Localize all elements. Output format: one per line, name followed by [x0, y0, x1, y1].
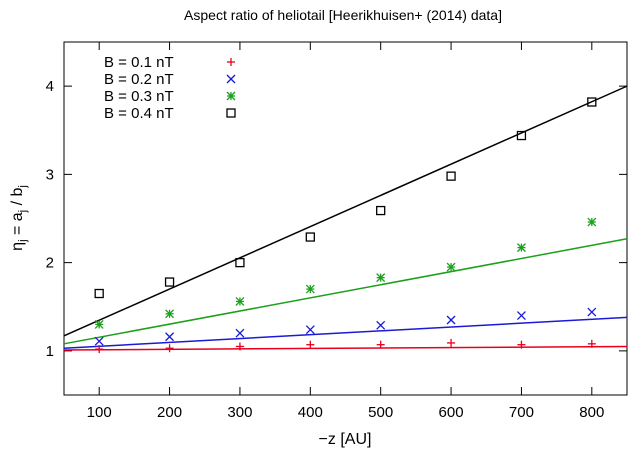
data-point-series-1: [447, 338, 456, 347]
data-point-series-1: [587, 339, 596, 348]
x-tick-label: 100: [87, 404, 112, 421]
data-point-series-3: [94, 319, 104, 329]
data-point-series-3: [516, 243, 526, 253]
data-point-series-4: [235, 257, 245, 268]
data-point-series-2: [165, 332, 175, 342]
data-point-series-4: [516, 130, 527, 141]
legend-label: B = 0.3 nT: [104, 88, 174, 105]
data-point-series-1: [306, 340, 315, 349]
data-point-series-3: [446, 262, 456, 272]
legend-label: B = 0.1 nT: [104, 54, 174, 71]
data-point-series-1: [517, 340, 526, 349]
legend-label: B = 0.4 nT: [104, 105, 174, 122]
y-label-mid: = a: [9, 212, 26, 239]
data-point-series-2: [94, 336, 104, 346]
y-label-sub-2: j: [17, 210, 29, 213]
data-point-series-2: [446, 315, 456, 325]
chart-title: Aspect ratio of heliotail [Heerikhuisen+…: [184, 7, 502, 23]
data-point-series-4: [587, 97, 597, 107]
y-label-sub-3: j: [17, 185, 29, 188]
fit-line-series-1: [63, 345, 628, 351]
plot-frame: [63, 41, 628, 396]
y-label-eta: η: [9, 242, 26, 251]
x-tick-label: 800: [579, 404, 604, 421]
x-tick-label: 300: [227, 404, 252, 421]
fit-line-series-4: [63, 85, 628, 337]
data-point-series-2: [305, 325, 315, 335]
y-label-tail: / b: [9, 188, 26, 210]
fit-line-series-2: [63, 316, 628, 349]
data-points: [94, 97, 597, 354]
data-point-series-1: [376, 340, 385, 349]
data-point-series-1: [235, 342, 244, 351]
x-axis-label: −z [AU]: [319, 431, 372, 448]
x-tick-label: 200: [157, 404, 182, 421]
legend-marker-series-2: [226, 74, 236, 84]
legend-label: B = 0.2 nT: [104, 71, 174, 88]
data-point-series-2: [376, 320, 386, 330]
x-tick-label: 500: [368, 404, 393, 421]
x-tick-label: 400: [298, 404, 323, 421]
y-axis-label: ηj = aj / bj: [9, 185, 29, 251]
data-point-series-2: [587, 307, 597, 317]
legend-marker-series-4: [226, 108, 236, 118]
data-point-series-3: [305, 284, 315, 294]
data-point-series-4: [446, 171, 456, 181]
data-point-series-3: [587, 217, 597, 227]
y-tick-label: 2: [46, 255, 54, 272]
data-point-series-1: [95, 345, 104, 354]
axes: 100 200 300 400 500 600 700 800 1 2 3 4: [46, 42, 627, 421]
fit-line-series-3: [63, 238, 628, 345]
data-point-series-4: [94, 288, 104, 299]
data-point-series-2: [516, 311, 526, 321]
data-point-series-4: [376, 205, 386, 216]
y-tick-label: 1: [46, 343, 54, 360]
x-tick-label: 600: [439, 404, 464, 421]
data-point-series-3: [235, 296, 245, 306]
y-tick-label: 3: [46, 166, 54, 183]
y-label-sub-1: j: [17, 239, 29, 242]
fit-lines: [63, 85, 628, 351]
legend: B = 0.1 nTB = 0.2 nTB = 0.3 nTB = 0.4 nT: [104, 54, 236, 122]
data-point-series-1: [165, 344, 174, 353]
y-tick-label: 4: [46, 78, 54, 95]
data-point-series-4: [305, 232, 315, 242]
legend-marker-series-3: [226, 91, 236, 101]
legend-marker-series-1: [227, 58, 235, 66]
data-point-series-2: [235, 328, 245, 338]
x-tick-label: 700: [509, 404, 534, 421]
data-point-series-3: [376, 273, 386, 283]
data-point-series-4: [164, 277, 175, 287]
data-point-series-3: [165, 309, 175, 319]
